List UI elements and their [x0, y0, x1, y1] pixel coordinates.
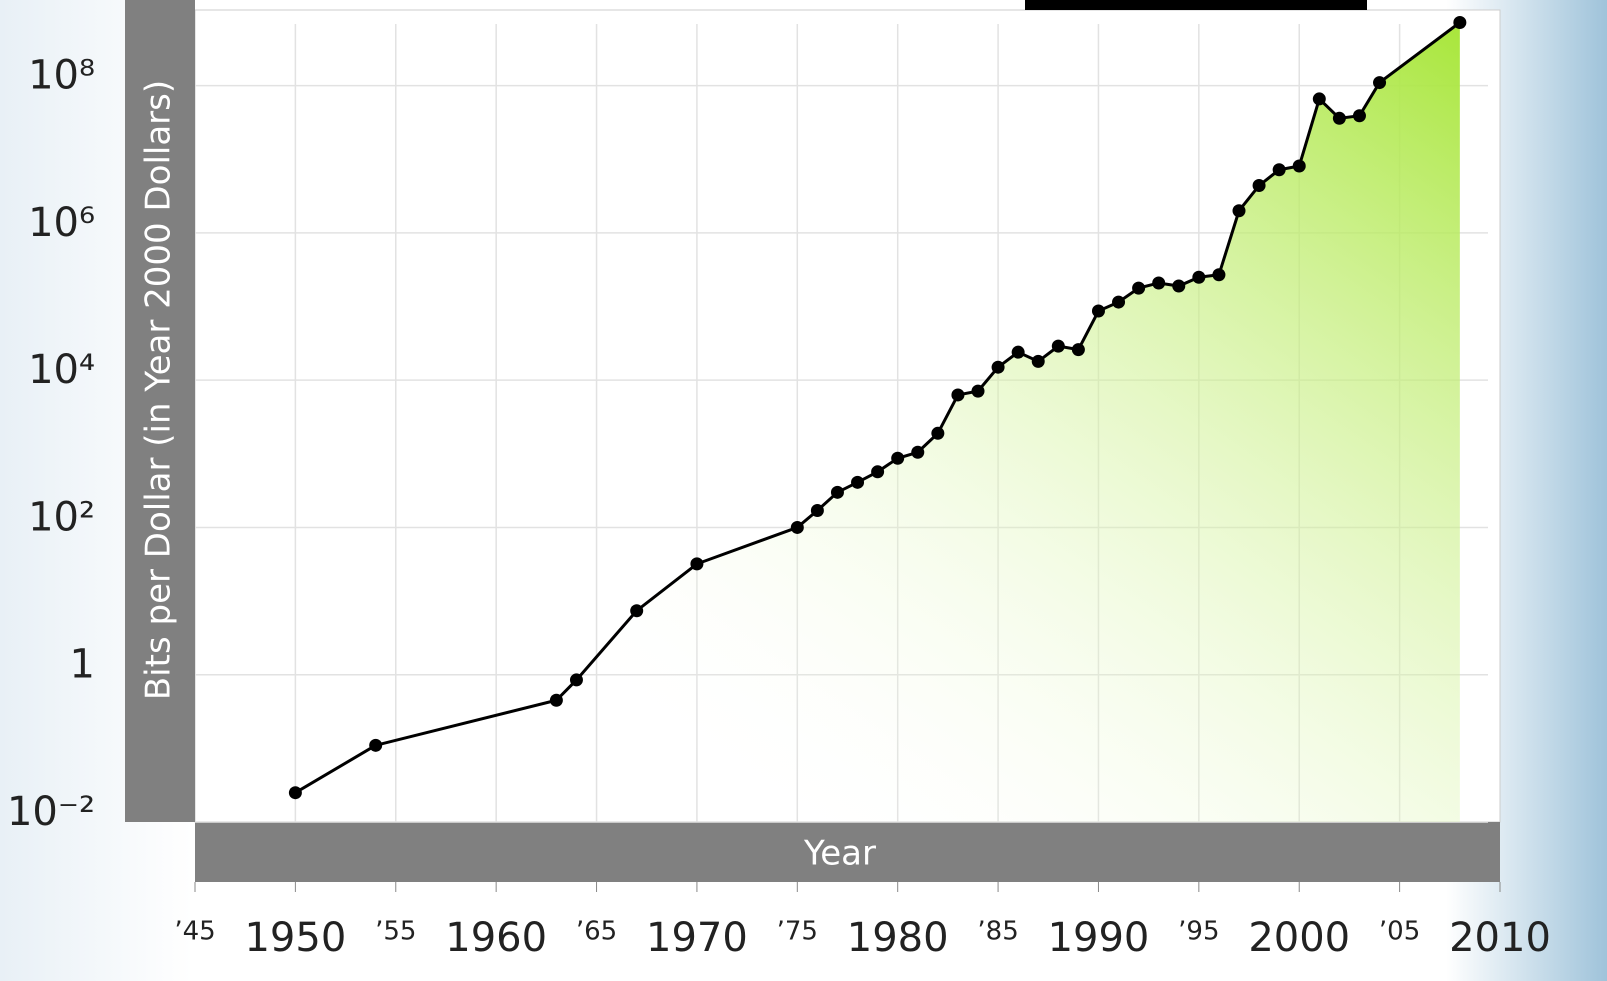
x-tick-label: ’75 — [777, 917, 818, 947]
point — [289, 786, 302, 799]
point — [1353, 109, 1366, 122]
x-tick-label: 1950 — [244, 915, 346, 961]
point — [1313, 92, 1326, 105]
point — [1092, 304, 1105, 317]
point — [550, 694, 563, 707]
x-tick-label: ’85 — [977, 917, 1018, 947]
title-box — [1025, 0, 1367, 10]
x-tick-label: ’65 — [576, 917, 617, 947]
y-tick-label: 10⁴ — [28, 347, 95, 393]
point — [851, 476, 864, 489]
point — [891, 452, 904, 465]
point — [1012, 346, 1025, 359]
point — [1333, 112, 1346, 125]
x-tick-label: 2010 — [1449, 915, 1551, 961]
point — [1052, 340, 1065, 353]
y-tick-label: 10⁻² — [7, 789, 95, 835]
x-tick-label: ’45 — [174, 917, 215, 947]
chart: Bits per Dollar (in Year 2000 Dollars) Y… — [0, 0, 1607, 981]
y-tick-label: 1 — [70, 642, 95, 688]
point — [1293, 160, 1306, 173]
point — [1273, 163, 1286, 176]
point — [871, 465, 884, 478]
point — [972, 385, 985, 398]
x-tick-label: 1970 — [646, 915, 748, 961]
point — [1132, 282, 1145, 295]
point — [911, 446, 924, 459]
point — [369, 739, 382, 752]
y-tick-label: 10⁶ — [28, 200, 95, 246]
point — [831, 486, 844, 499]
point — [1072, 343, 1085, 356]
x-tick-label: ’05 — [1379, 917, 1420, 947]
point — [1032, 355, 1045, 368]
point — [992, 361, 1005, 374]
point — [1112, 296, 1125, 309]
x-tick-label: 2000 — [1248, 915, 1350, 961]
point — [1253, 179, 1266, 192]
point — [1172, 280, 1185, 293]
y-tick-label: 10⁸ — [28, 53, 95, 99]
x-tick-label: 1990 — [1048, 915, 1150, 961]
point — [1233, 204, 1246, 217]
point — [1453, 16, 1466, 29]
y-tick-label: 10² — [28, 494, 95, 540]
point — [931, 427, 944, 440]
point — [690, 557, 703, 570]
point — [1192, 271, 1205, 284]
point — [951, 388, 964, 401]
x-tick-label: ’95 — [1178, 917, 1219, 947]
x-tick-label: 1980 — [847, 915, 949, 961]
point — [1212, 268, 1225, 281]
y-axis-label: Bits per Dollar (in Year 2000 Dollars) — [139, 80, 179, 700]
point — [630, 604, 643, 617]
point — [1152, 276, 1165, 289]
point — [811, 504, 824, 517]
point — [570, 673, 583, 686]
x-tick-label: 1960 — [445, 915, 547, 961]
x-tick-label: ’55 — [375, 917, 416, 947]
point — [791, 521, 804, 534]
point — [1373, 76, 1386, 89]
x-axis-label: Year — [803, 834, 876, 874]
